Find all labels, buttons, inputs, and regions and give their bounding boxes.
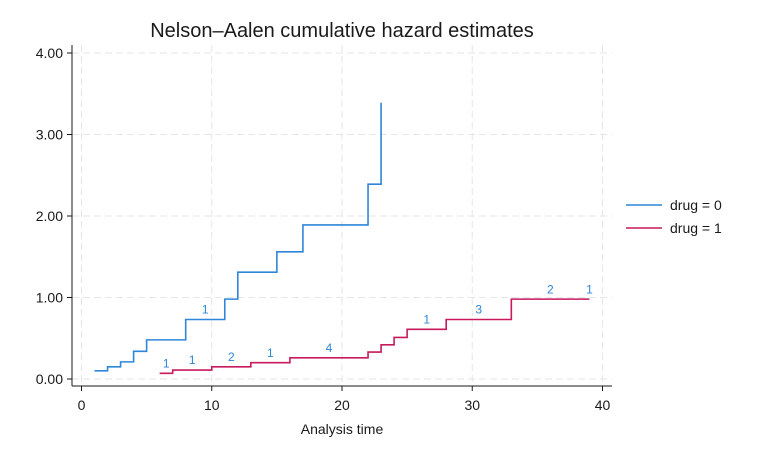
count-label: 1 [586, 282, 593, 296]
axes: 0.00 1.00 2.00 3.00 4.00 0 10 20 30 40 [36, 45, 612, 413]
count-label: 2 [547, 282, 554, 296]
legend-label: drug = 0 [670, 197, 722, 213]
series-line-drug-0 [94, 102, 382, 372]
series-layer [94, 102, 590, 375]
x-tick-label: 0 [78, 397, 86, 413]
y-tick-label: 1.00 [36, 290, 63, 306]
y-tick-label: 0.00 [36, 371, 63, 387]
y-tick-label: 4.00 [36, 45, 63, 61]
count-label: 1 [423, 312, 430, 326]
count-label: 1 [267, 346, 274, 360]
at-risk-labels: 1 1 1 2 1 4 1 3 2 1 [163, 282, 593, 370]
count-label: 2 [228, 350, 235, 364]
y-tick-label: 3.00 [36, 127, 63, 143]
count-label: 1 [163, 356, 170, 370]
chart-title: Nelson–Aalen cumulative hazard estimates [150, 20, 534, 42]
count-label: 3 [475, 303, 482, 317]
count-label: 1 [189, 353, 196, 367]
x-tick-label: 40 [595, 397, 611, 413]
series-line-drug-1 [159, 298, 590, 375]
grid [72, 45, 612, 386]
x-axis-title: Analysis time [301, 421, 384, 437]
x-tick-label: 30 [464, 397, 480, 413]
x-tick-label: 10 [204, 397, 220, 413]
y-tick-label: 2.00 [36, 208, 63, 224]
legend: drug = 0 drug = 1 [626, 197, 722, 236]
count-label: 1 [202, 303, 209, 317]
legend-label: drug = 1 [670, 220, 722, 236]
count-label: 4 [326, 341, 333, 355]
x-tick-label: 20 [334, 397, 350, 413]
